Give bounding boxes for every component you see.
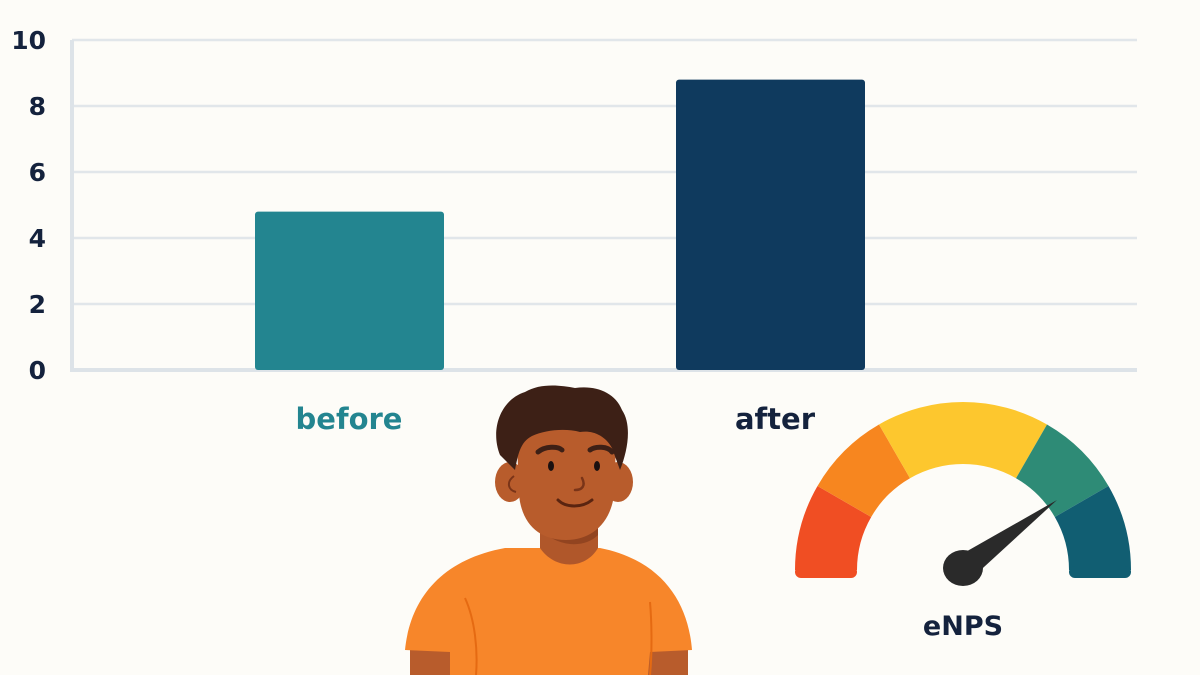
smile xyxy=(556,498,594,508)
gridlines xyxy=(70,38,1137,372)
gauge-needle-hub xyxy=(943,550,983,586)
shirt-fold-right xyxy=(649,601,653,675)
y-tick-8: 8 xyxy=(28,92,46,121)
gauge-segment-neutral xyxy=(879,402,1047,479)
ear-detail xyxy=(508,475,517,493)
bar-after xyxy=(676,79,865,370)
x-label-before: before xyxy=(295,402,403,436)
bars xyxy=(255,79,865,370)
hair xyxy=(496,385,628,470)
y-tick-6: 6 xyxy=(28,158,46,187)
y-tick-0: 0 xyxy=(28,356,46,385)
gauge-segment-low xyxy=(817,424,910,517)
y-tick-10: 10 xyxy=(11,26,46,55)
left-eyebrow xyxy=(535,444,565,455)
x-label-after: after xyxy=(734,402,816,436)
gauge-segment-very-low xyxy=(795,486,872,570)
gauge-segment-excellent xyxy=(1054,486,1131,570)
nose xyxy=(573,476,585,492)
right-eye xyxy=(594,461,600,471)
gauge-end-right xyxy=(1069,566,1131,578)
enps-gauge xyxy=(795,402,1131,586)
y-tick-2: 2 xyxy=(28,290,46,319)
gauge-needle xyxy=(955,500,1057,578)
right-eyebrow xyxy=(587,444,615,455)
face xyxy=(517,410,616,540)
person-illustration xyxy=(405,385,692,675)
bar-before xyxy=(255,211,444,370)
y-tick-4: 4 xyxy=(28,224,46,253)
gauge-segment-good xyxy=(1016,424,1109,517)
left-eye xyxy=(548,461,554,471)
shirt-fold-left xyxy=(464,597,478,675)
gauge-end-left xyxy=(795,566,857,578)
gauge-label: eNPS xyxy=(922,611,1004,642)
